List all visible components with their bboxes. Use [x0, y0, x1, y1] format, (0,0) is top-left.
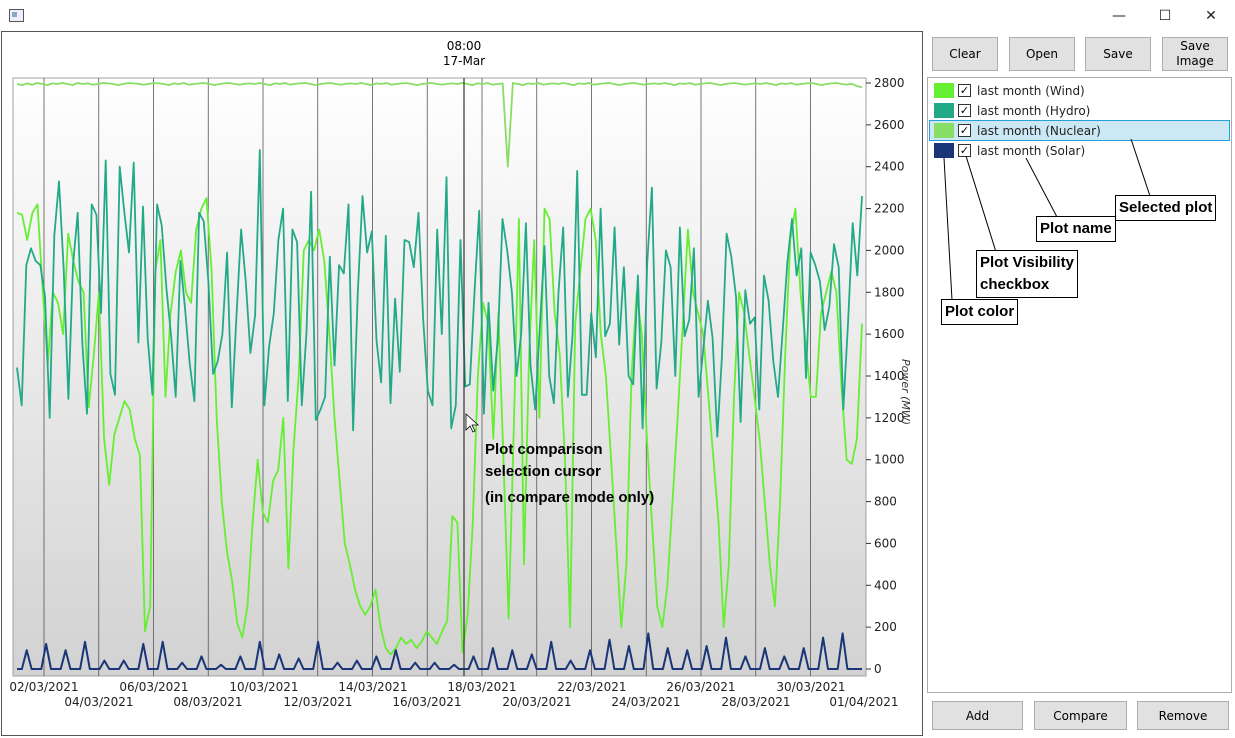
plot-list[interactable]: ✓ last month (Wind) ✓ last month (Hydro)… — [927, 77, 1232, 693]
chart-panel[interactable]: 0 200 400 600 800 1000 1200 1400 1600 1800 2000 220… — [1, 31, 923, 736]
x-tick-label: 20/03/2021 — [502, 695, 571, 709]
minimize-button[interactable]: — — [1096, 0, 1142, 31]
plot-color-swatch[interactable] — [934, 143, 954, 158]
plot-list-item-solar[interactable]: ✓ last month (Solar) — [930, 141, 1229, 160]
plot-list-item-wind[interactable]: ✓ last month (Wind) — [930, 81, 1229, 100]
x-tick-label: 02/03/2021 — [9, 680, 78, 694]
mouse-pointer-icon — [465, 413, 480, 433]
callout-text: Selected plot — [1119, 199, 1213, 216]
y-tick-label: 1200 — [874, 411, 905, 425]
callout-plot-name: Plot name — [1036, 216, 1116, 242]
y-tick-label: 800 — [874, 495, 897, 509]
checkmark-icon: ✓ — [959, 144, 970, 157]
y-tick-label: 2600 — [874, 118, 905, 132]
x-tick-label: 10/03/2021 — [229, 680, 298, 694]
title-bar: — ☐ ✕ — [0, 0, 1235, 31]
y-tick-label: 0 — [874, 662, 882, 676]
callout-visibility: Plot Visibility checkbox — [976, 250, 1078, 298]
clear-button[interactable]: Clear — [932, 37, 998, 71]
visibility-checkbox[interactable]: ✓ — [958, 144, 971, 157]
visibility-checkbox[interactable]: ✓ — [958, 84, 971, 97]
plot-list-item-nuclear[interactable]: ✓ last month (Nuclear) — [929, 120, 1230, 141]
minimize-icon: — — [1112, 7, 1126, 24]
x-tick-label: 30/03/2021 — [776, 680, 845, 694]
y-tick-label: 2000 — [874, 243, 905, 257]
annotation-line: Plot comparison — [485, 441, 603, 458]
x-tick-label: 12/03/2021 — [283, 695, 352, 709]
callout-text: Plot name — [1040, 220, 1112, 237]
save-button[interactable]: Save — [1085, 37, 1151, 71]
x-tick-label: 04/03/2021 — [64, 695, 133, 709]
plot-area — [12, 77, 867, 677]
visibility-checkbox[interactable]: ✓ — [958, 104, 971, 117]
y-tick-label: 1400 — [874, 369, 905, 383]
maximize-button[interactable]: ☐ — [1142, 0, 1188, 31]
compare-button[interactable]: Compare — [1034, 701, 1127, 730]
visibility-checkbox[interactable]: ✓ — [958, 124, 971, 137]
cursor-annotation: Plot comparison selection cursor (in com… — [485, 438, 654, 510]
x-tick-label: 24/03/2021 — [611, 695, 680, 709]
series-line-last-month-nuclear-[interactable] — [16, 82, 863, 168]
y-tick-label: 1800 — [874, 285, 905, 299]
y-tick-label: 600 — [874, 536, 897, 550]
app-icon — [9, 9, 24, 22]
annotation-line: selection cursor — [485, 463, 601, 480]
save-image-button[interactable]: Save Image — [1162, 37, 1228, 71]
x-tick-label: 16/03/2021 — [392, 695, 461, 709]
plot-color-swatch[interactable] — [934, 83, 954, 98]
y-tick-label: 2400 — [874, 160, 905, 174]
series-line-last-month-wind-[interactable] — [16, 197, 863, 656]
annotation-line: (in compare mode only) — [485, 489, 655, 506]
x-tick-label: 06/03/2021 — [119, 680, 188, 694]
checkmark-icon: ✓ — [959, 124, 970, 137]
callout-selected-plot: Selected plot — [1115, 195, 1217, 221]
add-label: Add — [965, 708, 990, 723]
callout-text: Plot Visibility — [980, 254, 1074, 271]
remove-button[interactable]: Remove — [1137, 701, 1229, 730]
series-line-last-month-solar-[interactable] — [17, 632, 862, 670]
close-button[interactable]: ✕ — [1188, 0, 1234, 31]
power-chart[interactable]: 0 200 400 600 800 1000 1200 1400 1600 1800 2000 220… — [2, 32, 922, 735]
compare-label: Compare — [1053, 708, 1108, 723]
save-image-label: Image — [1176, 54, 1214, 68]
maximize-icon: ☐ — [1158, 7, 1172, 24]
plot-color-swatch[interactable] — [934, 123, 954, 138]
y-tick-label: 2200 — [874, 202, 905, 216]
checkmark-icon: ✓ — [959, 84, 970, 97]
save-image-label: Save — [1180, 39, 1210, 53]
x-tick-label: 08/03/2021 — [173, 695, 242, 709]
remove-label: Remove — [1158, 708, 1208, 723]
x-tick-label: 26/03/2021 — [666, 680, 735, 694]
callout-text: Plot color — [945, 303, 1015, 320]
open-button[interactable]: Open — [1009, 37, 1075, 71]
save-label: Save — [1103, 46, 1133, 61]
x-tick-label: 14/03/2021 — [338, 680, 407, 694]
open-label: Open — [1025, 46, 1059, 61]
close-icon: ✕ — [1205, 7, 1217, 24]
y-tick-label: 200 — [874, 620, 897, 634]
x-tick-label: 18/03/2021 — [447, 680, 516, 694]
callout-plot-color: Plot color — [941, 299, 1019, 325]
x-tick-label: 22/03/2021 — [557, 680, 626, 694]
checkmark-icon: ✓ — [959, 104, 970, 117]
y-tick-label: 1600 — [874, 327, 905, 341]
add-button[interactable]: Add — [932, 701, 1023, 730]
y-tick-label: 2800 — [874, 76, 905, 90]
plot-name[interactable]: last month (Nuclear) — [977, 123, 1101, 138]
x-tick-label: 28/03/2021 — [721, 695, 790, 709]
plot-name[interactable]: last month (Solar) — [977, 143, 1086, 158]
cursor-time-label: 08:00 — [447, 39, 482, 53]
y-tick-label: 400 — [874, 578, 897, 592]
series-line-last-month-hydro-[interactable] — [16, 149, 863, 438]
x-tick-label: 01/04/2021 — [829, 695, 898, 709]
plot-name[interactable]: last month (Hydro) — [977, 103, 1091, 118]
y-axis-title: Power (MW) — [899, 359, 912, 425]
callout-text: checkbox — [980, 276, 1050, 293]
clear-label: Clear — [949, 46, 981, 61]
plot-color-swatch[interactable] — [934, 103, 954, 118]
plot-name[interactable]: last month (Wind) — [977, 83, 1085, 98]
plot-list-item-hydro[interactable]: ✓ last month (Hydro) — [930, 101, 1229, 120]
cursor-date-label: 17-Mar — [443, 54, 485, 68]
y-tick-label: 1000 — [874, 453, 905, 467]
